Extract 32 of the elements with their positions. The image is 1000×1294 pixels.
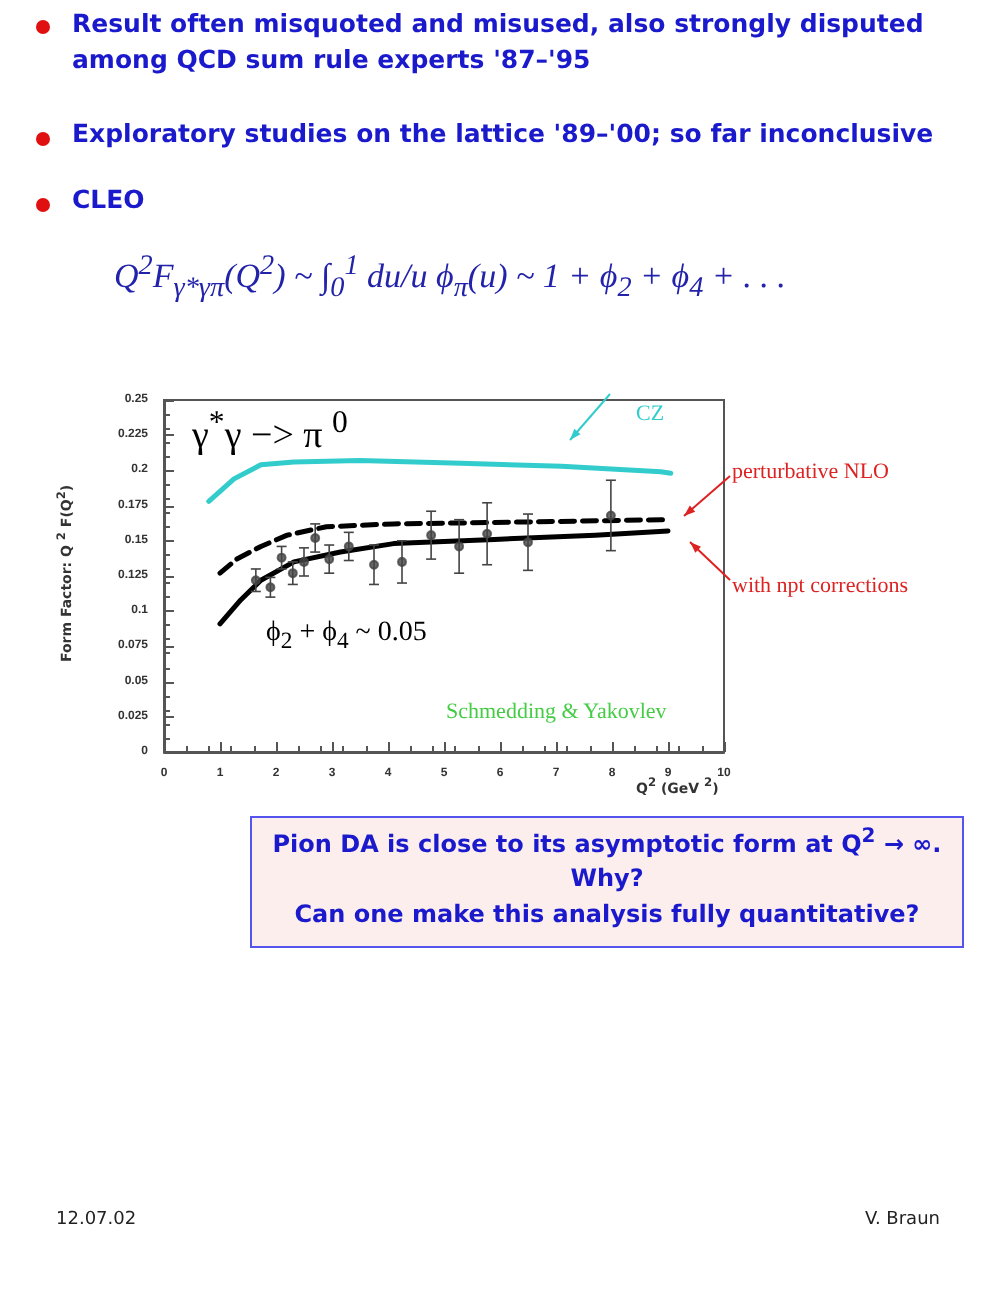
text: Result often misquoted and misused, also strongly disputed among QCD sum rule experts '87–'95	[72, 6, 926, 79]
line-series	[206, 458, 674, 504]
point	[276, 552, 287, 563]
point	[287, 568, 298, 579]
point	[265, 582, 276, 593]
text: V. Braun	[864, 1210, 940, 1231]
text: Q$^{2}$F$_{γ*γπ}$(Q$^{2}$) ~ ∫$_{0}$$^{1}$ du/u ϕ$_{π}$(u) ~ 1 + ϕ$_{2}$ + ϕ$_{4}$ + . . .	[114, 250, 786, 305]
line-series	[217, 517, 671, 576]
point	[250, 575, 261, 586]
point	[310, 532, 321, 543]
point	[343, 541, 354, 552]
point	[426, 530, 437, 541]
annotation: CZ	[636, 402, 665, 428]
text: Pion DA is close to its asymptotic form at Q$^{2}$ → ∞.	[270, 826, 944, 860]
text: Why?	[568, 864, 646, 894]
point	[523, 537, 533, 548]
annotation: ϕ$_{2}$ + ϕ$_{4}$ ~ 0.05	[266, 618, 427, 655]
point	[397, 556, 407, 567]
point	[299, 556, 309, 567]
annotation: Schmedding & Yakovlev	[446, 700, 667, 726]
text: CLEO	[72, 184, 145, 215]
point	[454, 541, 465, 552]
point	[605, 510, 616, 521]
point	[369, 559, 379, 570]
text: 12.07.02	[56, 1210, 137, 1231]
point	[324, 554, 335, 565]
text: perturbative NLO	[732, 460, 889, 486]
text: with npt corrections	[732, 574, 908, 600]
text: Can one make this analysis fully quantitative?	[292, 900, 922, 930]
point	[482, 528, 493, 539]
annotation: γ$^{*}$γ −> π $^{0}$	[192, 406, 348, 459]
text: Exploratory studies on the lattice '89–'00; so far inconclusive	[72, 118, 934, 149]
